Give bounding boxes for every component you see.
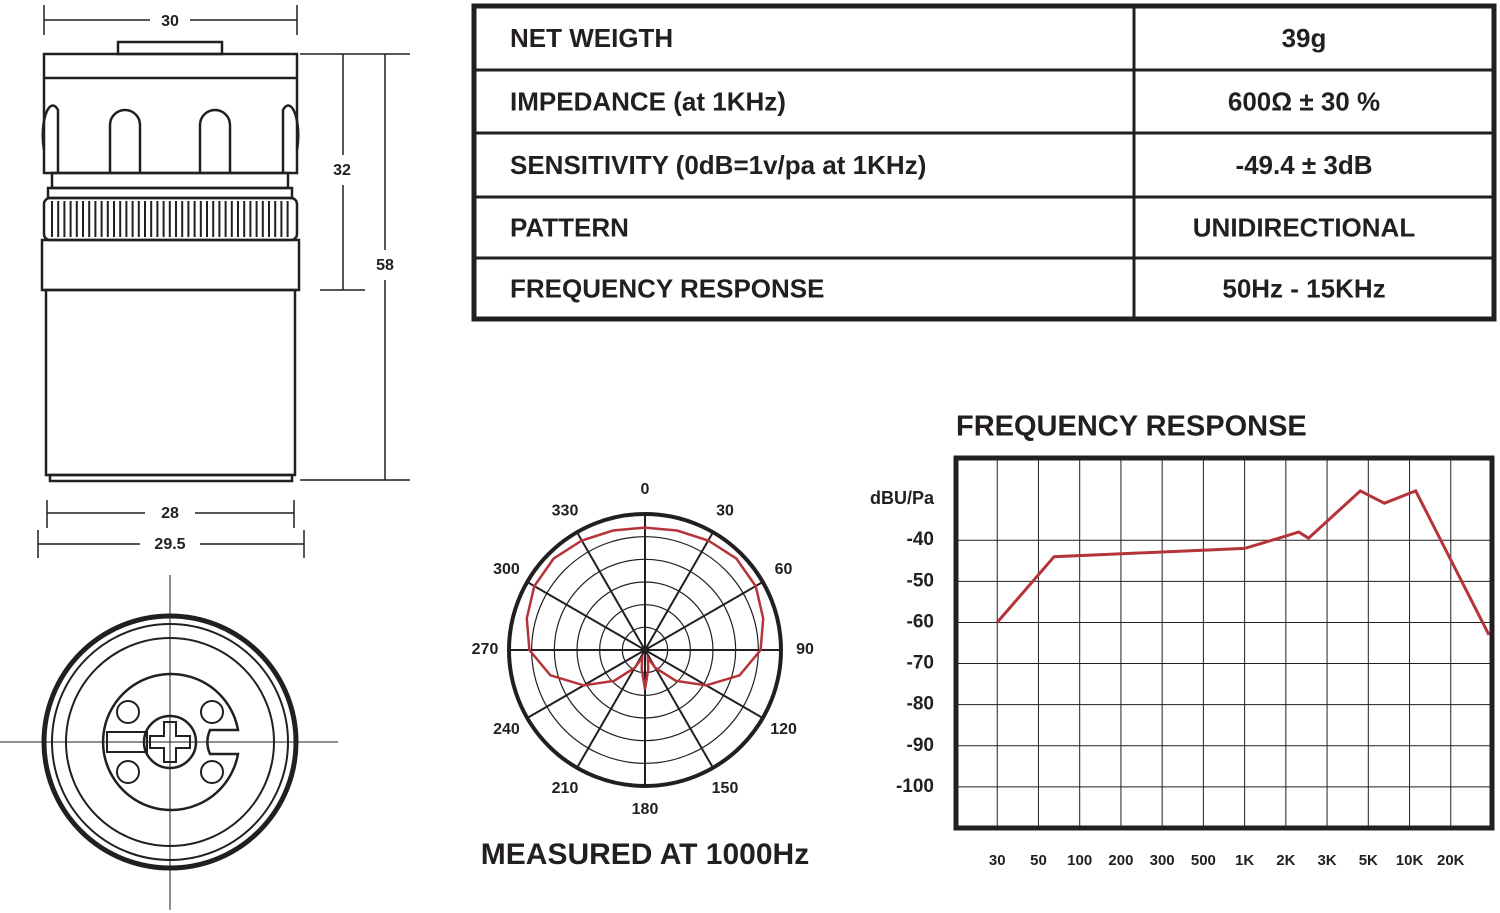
polar-angle-label: 90 [796,641,814,658]
x-tick-label: 20K [1437,852,1465,869]
y-tick-label: -90 [907,735,934,756]
polar-chart: 0 30 60 90 120 150 180 210 240 270 300 330 MEASURED … [472,481,814,871]
polar-angle-label: 210 [552,780,579,797]
dimension-label: 28 [161,505,179,522]
dimension-label: 29.5 [154,536,185,553]
table-label: PATTERN [510,212,629,242]
x-tick-label: 10K [1396,852,1424,869]
x-tick-label: 5K [1359,852,1378,869]
table-value: 39g [1282,23,1327,53]
table-value: 600Ω ± 30 % [1228,86,1380,116]
table-label: SENSITIVITY (0dB=1v/pa at 1KHz) [510,150,926,180]
polar-angle-label: 300 [493,561,520,578]
spec-table: NET WEIGTH 39g IMPEDANCE (at 1KHz) 600Ω ± 3… [471,3,1497,322]
polar-caption: MEASURED AT 1000Hz [481,838,809,871]
y-tick-label: -50 [907,570,934,591]
table-border [471,3,1497,322]
y-axis-label: dBU/Pa [870,488,935,508]
capsule-bottom-view [0,575,338,910]
polar-angle-label: 150 [712,780,739,797]
x-tick-label: 50 [1030,852,1047,869]
x-tick-label: 100 [1067,852,1092,869]
x-tick-label: 1K [1235,852,1254,869]
frequency-chart: FREQUENCY RESPONSE dBU/Pa -40 -50 -60 -70 -80 -… [870,411,1495,869]
dimension-lines [37,5,410,558]
polar-angle-label: 60 [775,561,793,578]
polar-angle-label: 120 [770,721,797,738]
table-value: UNIDIRECTIONAL [1193,212,1416,242]
x-tick-label: 500 [1191,852,1216,869]
polar-angle-label: 30 [716,503,734,520]
y-tick-label: -70 [907,653,934,674]
table-label: NET WEIGTH [510,23,673,53]
polar-spoke [526,581,646,651]
response-line [996,489,1491,636]
y-tick-label: -100 [896,776,934,797]
x-tick-label: 30 [989,852,1006,869]
x-tick-label: 3K [1317,852,1336,869]
table-value: 50Hz - 15KHz [1222,273,1385,303]
table-value: -49.4 ± 3dB [1235,150,1372,180]
y-tick-label: -40 [907,529,934,550]
polar-angle-label: 0 [641,481,650,498]
dimension-label: 32 [333,162,351,179]
x-tick-label: 2K [1276,852,1295,869]
dimension-label: 58 [376,257,394,274]
plot-border [953,455,1495,831]
knurling [51,201,289,237]
polar-angle-label: 330 [552,503,579,520]
polar-pattern [525,526,765,690]
chart-title: FREQUENCY RESPONSE [956,411,1307,443]
capsule-side-view [40,40,301,483]
polar-angle-label: 270 [472,641,499,658]
y-tick-label: -60 [907,611,934,632]
polar-angle-label: 240 [493,721,520,738]
polar-spoke [644,581,764,651]
polar-spoke [644,531,714,651]
polar-angle-label: 180 [632,801,659,818]
x-tick-label: 200 [1108,852,1133,869]
polar-spoke [576,531,646,651]
y-tick-label: -80 [907,694,934,715]
x-tick-label: 300 [1150,852,1175,869]
polar-outer-ring [507,512,783,788]
dimension-label: 30 [161,13,179,30]
table-label: FREQUENCY RESPONSE [510,273,824,303]
table-label: IMPEDANCE (at 1KHz) [510,86,786,116]
